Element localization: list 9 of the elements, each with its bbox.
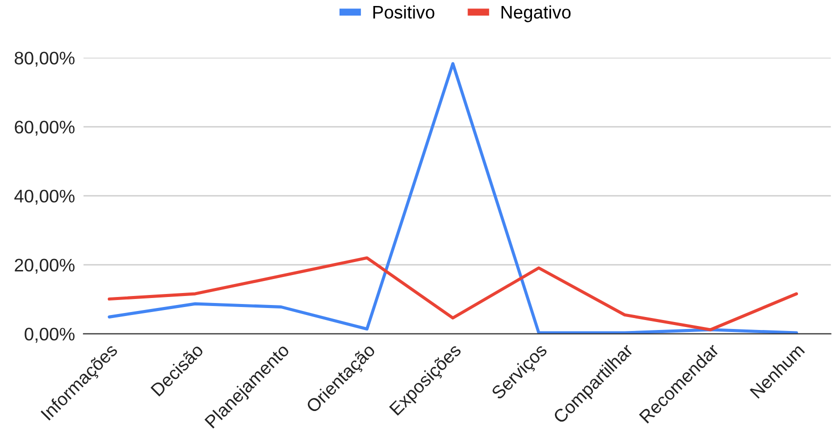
legend-label: Negativo [502,5,571,22]
y-tick-label: 20,00% [14,258,75,274]
y-tick-label: 40,00% [14,190,75,205]
y-tick-label: 60,00% [14,120,75,136]
y-tick-label: 80,00% [14,52,75,67]
y-tick-label: 0,00% [24,328,75,343]
legend-label: Positivo [373,5,434,19]
line-series [108,62,798,334]
line-series [108,256,798,332]
